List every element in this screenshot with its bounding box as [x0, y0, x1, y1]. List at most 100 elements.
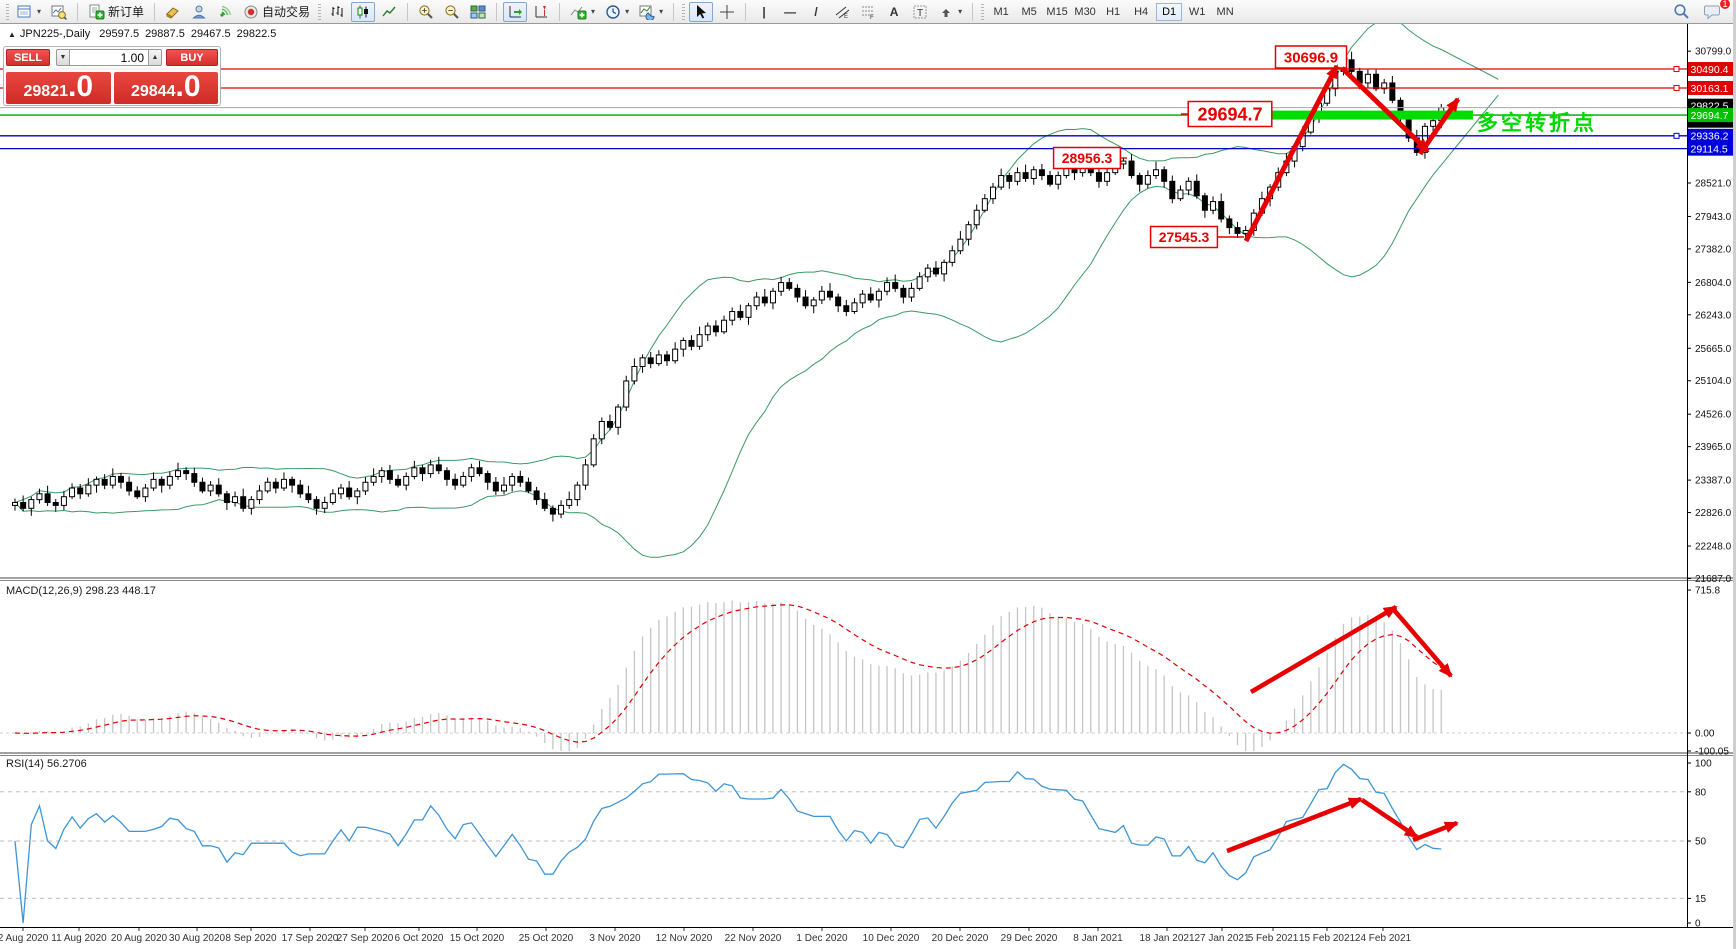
tf-w1[interactable]: W1: [1188, 5, 1206, 18]
trend-arrow[interactable]: [1340, 66, 1430, 153]
callout-labels-layer[interactable]: 30696.9 29694.7 28956.3 27545.3: [1052, 45, 1348, 249]
tf-d1[interactable]: D1: [1156, 2, 1183, 21]
candle: [1038, 163, 1045, 181]
candle: [501, 477, 507, 495]
zoom-out-button[interactable]: [440, 2, 464, 22]
price-callout[interactable]: 27545.3: [1149, 225, 1244, 249]
chart-window-icon: [51, 5, 67, 20]
zoom-in-button[interactable]: [414, 2, 438, 22]
cursor-tool-button[interactable]: [689, 1, 714, 22]
candle: [362, 477, 369, 495]
tf-m15[interactable]: M15: [1046, 5, 1068, 18]
periods-button[interactable]: ▾: [601, 2, 633, 22]
shapes-tool[interactable]: ▾: [934, 2, 966, 22]
volume-decrease-button[interactable]: ▼: [56, 49, 70, 66]
toolbar-separator: [972, 2, 974, 21]
horizontal-line-tool[interactable]: —: [778, 2, 802, 22]
trend-arrow[interactable]: [1417, 97, 1461, 156]
autoscroll-button[interactable]: [503, 1, 528, 22]
svg-text:20 Aug 2020: 20 Aug 2020: [111, 933, 168, 944]
trend-arrow[interactable]: [1249, 605, 1398, 694]
toolbar-separator: [407, 2, 409, 21]
price-callout[interactable]: 30696.9: [1274, 45, 1348, 69]
new-order-button[interactable]: 新订单: [84, 2, 148, 22]
price-callout[interactable]: 29694.7: [1181, 100, 1273, 128]
indicators-button[interactable]: ▾: [566, 2, 599, 22]
collapse-toggle-icon[interactable]: ▲: [8, 30, 16, 39]
svg-text:10 Dec 2020: 10 Dec 2020: [863, 933, 920, 944]
trendline-icon: /: [814, 4, 818, 19]
candlestick-mode-button[interactable]: [351, 1, 376, 22]
candle: [672, 342, 679, 364]
tf-h4[interactable]: H4: [1134, 5, 1149, 18]
trend-arrow[interactable]: [1392, 608, 1453, 678]
tile-windows-button[interactable]: [466, 2, 490, 22]
trend-arrow[interactable]: [1412, 820, 1459, 843]
toolbar-grip[interactable]: [682, 3, 686, 20]
svg-text:30 Aug 2020: 30 Aug 2020: [169, 933, 226, 944]
horizontal-line-icon: —: [784, 4, 797, 19]
tf-m1[interactable]: M1: [993, 5, 1009, 18]
line-chart-mode-button[interactable]: [377, 2, 401, 22]
search-button[interactable]: [1669, 2, 1694, 22]
community-button[interactable]: 1: [1700, 0, 1731, 22]
crosshair-tool-button[interactable]: [715, 2, 739, 22]
candle: [973, 204, 980, 230]
fibonacci-tool[interactable]: F: [856, 2, 880, 22]
market-watch-button[interactable]: [161, 2, 185, 22]
svg-text:23387.0: 23387.0: [1695, 476, 1732, 487]
tf-h1[interactable]: H1: [1106, 5, 1121, 18]
tf-m5[interactable]: M5: [1021, 5, 1037, 18]
candle: [566, 491, 573, 509]
text-tool[interactable]: A: [882, 2, 906, 22]
turning-point-annotation[interactable]: 多空转折点: [1477, 112, 1597, 135]
candle: [1095, 169, 1102, 188]
candle: [386, 464, 393, 484]
line-handle[interactable]: [1673, 132, 1680, 139]
bar-chart-mode-button[interactable]: [325, 2, 349, 22]
candle: [655, 350, 662, 366]
channel-tool[interactable]: E: [830, 2, 854, 22]
candle: [957, 231, 964, 255]
trend-arrows-layer[interactable]: [1226, 64, 1461, 854]
sell-price-box[interactable]: 29821 .0: [6, 72, 111, 104]
candle: [240, 488, 247, 512]
volume-increase-button[interactable]: ▲: [148, 49, 162, 66]
toolbar-grip[interactable]: [318, 3, 322, 20]
templates-button[interactable]: ▾: [635, 2, 667, 22]
chart-shift-button[interactable]: [529, 2, 553, 22]
buy-price-box[interactable]: 29844 .0: [113, 72, 218, 104]
profile-button[interactable]: [187, 2, 211, 22]
candle: [867, 287, 874, 303]
svg-text:15 Oct 2020: 15 Oct 2020: [450, 933, 505, 944]
line-handle[interactable]: [1673, 66, 1680, 73]
text-label-tool[interactable]: T: [908, 2, 932, 22]
turning-point-band[interactable]: [1267, 110, 1473, 120]
price-callout[interactable]: 28956.3: [1052, 146, 1127, 170]
symbol-info-bar[interactable]: ▲ JPN225-,Daily 29597.5 29887.5 29467.5 2982…: [8, 28, 282, 40]
chart-panels-button[interactable]: ▾: [13, 2, 45, 22]
trend-arrow[interactable]: [1226, 796, 1363, 854]
svg-text:25104.0: 25104.0: [1695, 376, 1732, 387]
svg-text:20 Dec 2020: 20 Dec 2020: [932, 933, 989, 944]
candle: [207, 481, 214, 497]
chart-window-button[interactable]: [47, 2, 71, 22]
signals-button[interactable]: [213, 2, 237, 22]
candle: [93, 476, 100, 493]
horizontal-lines-layer[interactable]: [0, 66, 1687, 150]
toolbar-grip[interactable]: [6, 3, 9, 20]
trend-arrow[interactable]: [1360, 798, 1419, 839]
volume-input[interactable]: 1.00: [70, 49, 148, 66]
tf-mn[interactable]: MN: [1216, 5, 1234, 18]
buy-button[interactable]: BUY: [166, 49, 218, 66]
toolbar-grip[interactable]: [981, 3, 985, 20]
line-handle[interactable]: [1673, 84, 1680, 91]
tf-m30[interactable]: M30: [1074, 5, 1096, 18]
svg-text:3 Nov 2020: 3 Nov 2020: [589, 933, 641, 944]
vertical-line-tool[interactable]: |: [752, 2, 776, 22]
autotrading-button[interactable]: 自动交易: [239, 2, 314, 22]
sell-button[interactable]: SELL: [6, 49, 50, 66]
trend-arrow[interactable]: [1243, 64, 1340, 243]
trendline-tool[interactable]: /: [804, 2, 828, 22]
